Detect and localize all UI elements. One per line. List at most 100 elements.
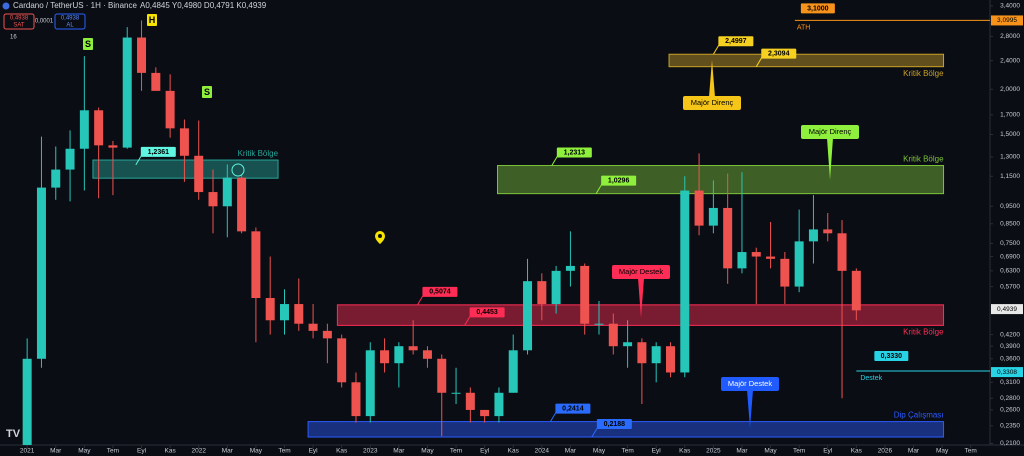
y-tick-label: 0,7500 — [1000, 240, 1020, 247]
x-tick-label: Kas — [508, 448, 520, 455]
pattern-label: H — [149, 15, 156, 25]
y-tick-label: 0,3600 — [1000, 356, 1020, 363]
candle-body — [279, 304, 289, 321]
sell-price: 0,4938 — [10, 16, 29, 22]
candle-body — [65, 148, 75, 170]
price-badge — [991, 15, 1023, 26]
x-tick-label: Eyl — [309, 448, 319, 455]
callout-pointer — [591, 426, 599, 438]
candle-body — [108, 145, 118, 148]
y-tick-label: 1,5000 — [1000, 131, 1020, 138]
y-tick-label: 1,3000 — [1000, 154, 1020, 161]
candle-body — [780, 258, 790, 287]
candle-body — [523, 281, 533, 351]
x-tick-label: Eyl — [480, 448, 490, 455]
balloon-arrow — [827, 138, 833, 180]
symbol-icon — [2, 2, 10, 10]
y-tick-label: 0,4200 — [1000, 331, 1020, 338]
callout-label: 0,2188 — [604, 421, 626, 428]
price-badge-label: 0,4939 — [997, 306, 1017, 313]
level-label-box — [874, 351, 909, 362]
candle-body — [351, 382, 361, 417]
level-label: 0,3330 — [881, 353, 903, 360]
callout-box — [140, 146, 176, 157]
balloon-text: Majör Destek — [728, 379, 772, 388]
candle-body — [337, 338, 347, 383]
candle-body — [737, 252, 747, 269]
y-tick-label: 2,0000 — [1000, 86, 1020, 93]
symbol-title: Cardano / TetherUS · 1H · Binance — [13, 1, 137, 10]
pattern-marker — [231, 163, 245, 177]
candle-body — [623, 342, 633, 347]
balloon-arrow — [747, 390, 753, 428]
balloon-text: Majör Direnç — [809, 127, 852, 136]
x-tick-label: Tem — [793, 448, 805, 455]
price-badge-label: 0,3308 — [997, 369, 1017, 376]
candle-body — [179, 128, 189, 156]
x-tick-label: 2022 — [191, 448, 206, 455]
callout-pointer — [135, 154, 143, 166]
balloon-box — [612, 265, 670, 279]
sell-label: SAT — [13, 23, 25, 29]
y-tick-label: 0,2600 — [1000, 407, 1020, 414]
candle-body — [665, 346, 675, 373]
callout-pointer — [755, 56, 763, 67]
x-tick-label: Tem — [278, 448, 290, 455]
x-tick-label: Mar — [908, 448, 920, 455]
location-pin — [375, 231, 385, 244]
candle-body — [494, 392, 504, 417]
candle-body — [694, 190, 704, 226]
x-tick-label: Mar — [736, 448, 748, 455]
balloon-box — [721, 377, 779, 391]
callout-box — [596, 419, 632, 430]
candle-body — [194, 155, 204, 193]
level-title: Destek — [860, 375, 882, 382]
zone-title: Kritik Bölge — [903, 69, 944, 78]
balloon-arrow — [638, 278, 644, 318]
x-tick-label: Eyl — [823, 448, 833, 455]
level-label-box — [800, 3, 835, 14]
candle-body — [537, 281, 547, 305]
buy-price: 0,4938 — [61, 16, 80, 22]
x-tick-label: 2024 — [535, 448, 550, 455]
candle-body — [394, 346, 404, 364]
x-tick-label: Tem — [965, 448, 977, 455]
candle-body — [422, 350, 432, 359]
balloon-box — [801, 125, 859, 139]
candle-body — [237, 177, 247, 232]
price-badge-label: 3,0995 — [997, 17, 1017, 24]
spread: 0,0001 — [35, 19, 54, 25]
balloon-text: Majör Destek — [619, 267, 663, 276]
callout-label: 0,5074 — [429, 289, 451, 296]
candle-body — [808, 229, 818, 242]
callout-label: 0,2414 — [562, 405, 584, 412]
ohlc: A0,4845 Y0,4980 D0,4791 K0,4939 — [140, 1, 267, 10]
candle-body — [551, 270, 561, 305]
x-tick-label: Mar — [222, 448, 234, 455]
price-badge — [991, 304, 1023, 315]
pattern-box — [202, 86, 212, 98]
y-tick-label: 0,3900 — [1000, 343, 1020, 350]
candle-body — [79, 110, 89, 149]
candle-body — [751, 252, 761, 257]
candle-body — [94, 110, 104, 146]
y-tick-label: 0,6900 — [1000, 253, 1020, 260]
callout-pointer — [464, 315, 472, 326]
x-tick-label: May — [250, 448, 263, 455]
zone-title: Kritik Bölge — [238, 149, 279, 158]
buy-button[interactable] — [54, 13, 86, 30]
indicator-count[interactable]: 16 — [10, 35, 17, 41]
callout-box — [718, 36, 754, 47]
x-tick-label: Tem — [450, 448, 462, 455]
callout-box — [469, 307, 505, 318]
zone-title: Kritik Bölge — [903, 327, 944, 336]
x-tick-label: Kas — [679, 448, 691, 455]
balloon-text: Majör Direnç — [691, 98, 734, 107]
sell-button[interactable] — [3, 13, 35, 30]
candle-body — [723, 207, 733, 269]
candle-body — [794, 241, 804, 287]
y-tick-label: 2,4000 — [1000, 57, 1020, 64]
callout-box — [601, 175, 637, 186]
candle-body — [766, 256, 776, 259]
callout-box — [422, 286, 458, 297]
